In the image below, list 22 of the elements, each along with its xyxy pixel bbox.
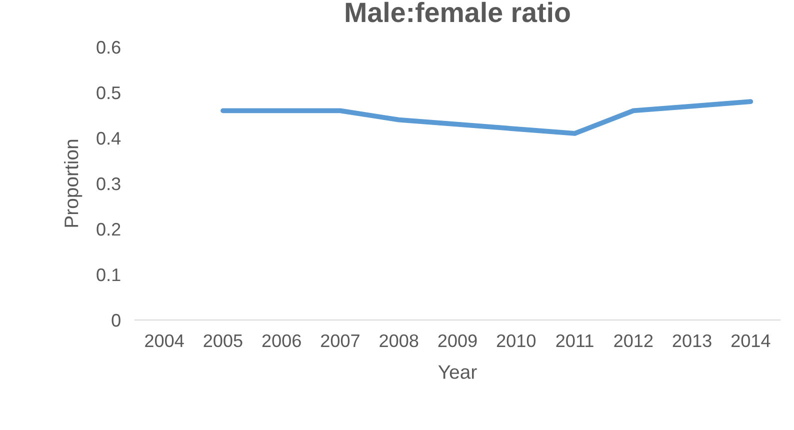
y-tick-label: 0.4 [96, 132, 121, 145]
y-tick-label: 0.6 [96, 40, 120, 54]
line-series [220, 99, 754, 136]
y-tick-label: 0.2 [96, 222, 120, 236]
x-tick-label: 2011 [556, 334, 594, 348]
x-axis-title: Year [438, 365, 477, 379]
x-tick-label: 2012 [614, 334, 653, 348]
x-tick-label: 2014 [732, 334, 770, 348]
x-tick-label: 2004 [145, 334, 184, 348]
y-tick-label: 0.3 [96, 177, 120, 190]
x-tick-label: 2009 [438, 334, 477, 348]
chart-title: Male:female ratio [346, 2, 570, 22]
y-tick-label: 0.1 [96, 268, 120, 282]
x-tick-label: 2006 [262, 334, 301, 348]
y-tick-label: 0.5 [96, 86, 120, 100]
x-tick-label: 2013 [672, 334, 712, 348]
x-tick-label: 2005 [204, 334, 242, 348]
y-axis-title: Proportion [64, 140, 82, 227]
x-tick-label: 2007 [321, 334, 360, 348]
x-tick-label: 2008 [380, 334, 418, 348]
x-tick-label: 2010 [496, 334, 536, 348]
y-tick-label: 0 [112, 314, 120, 327]
